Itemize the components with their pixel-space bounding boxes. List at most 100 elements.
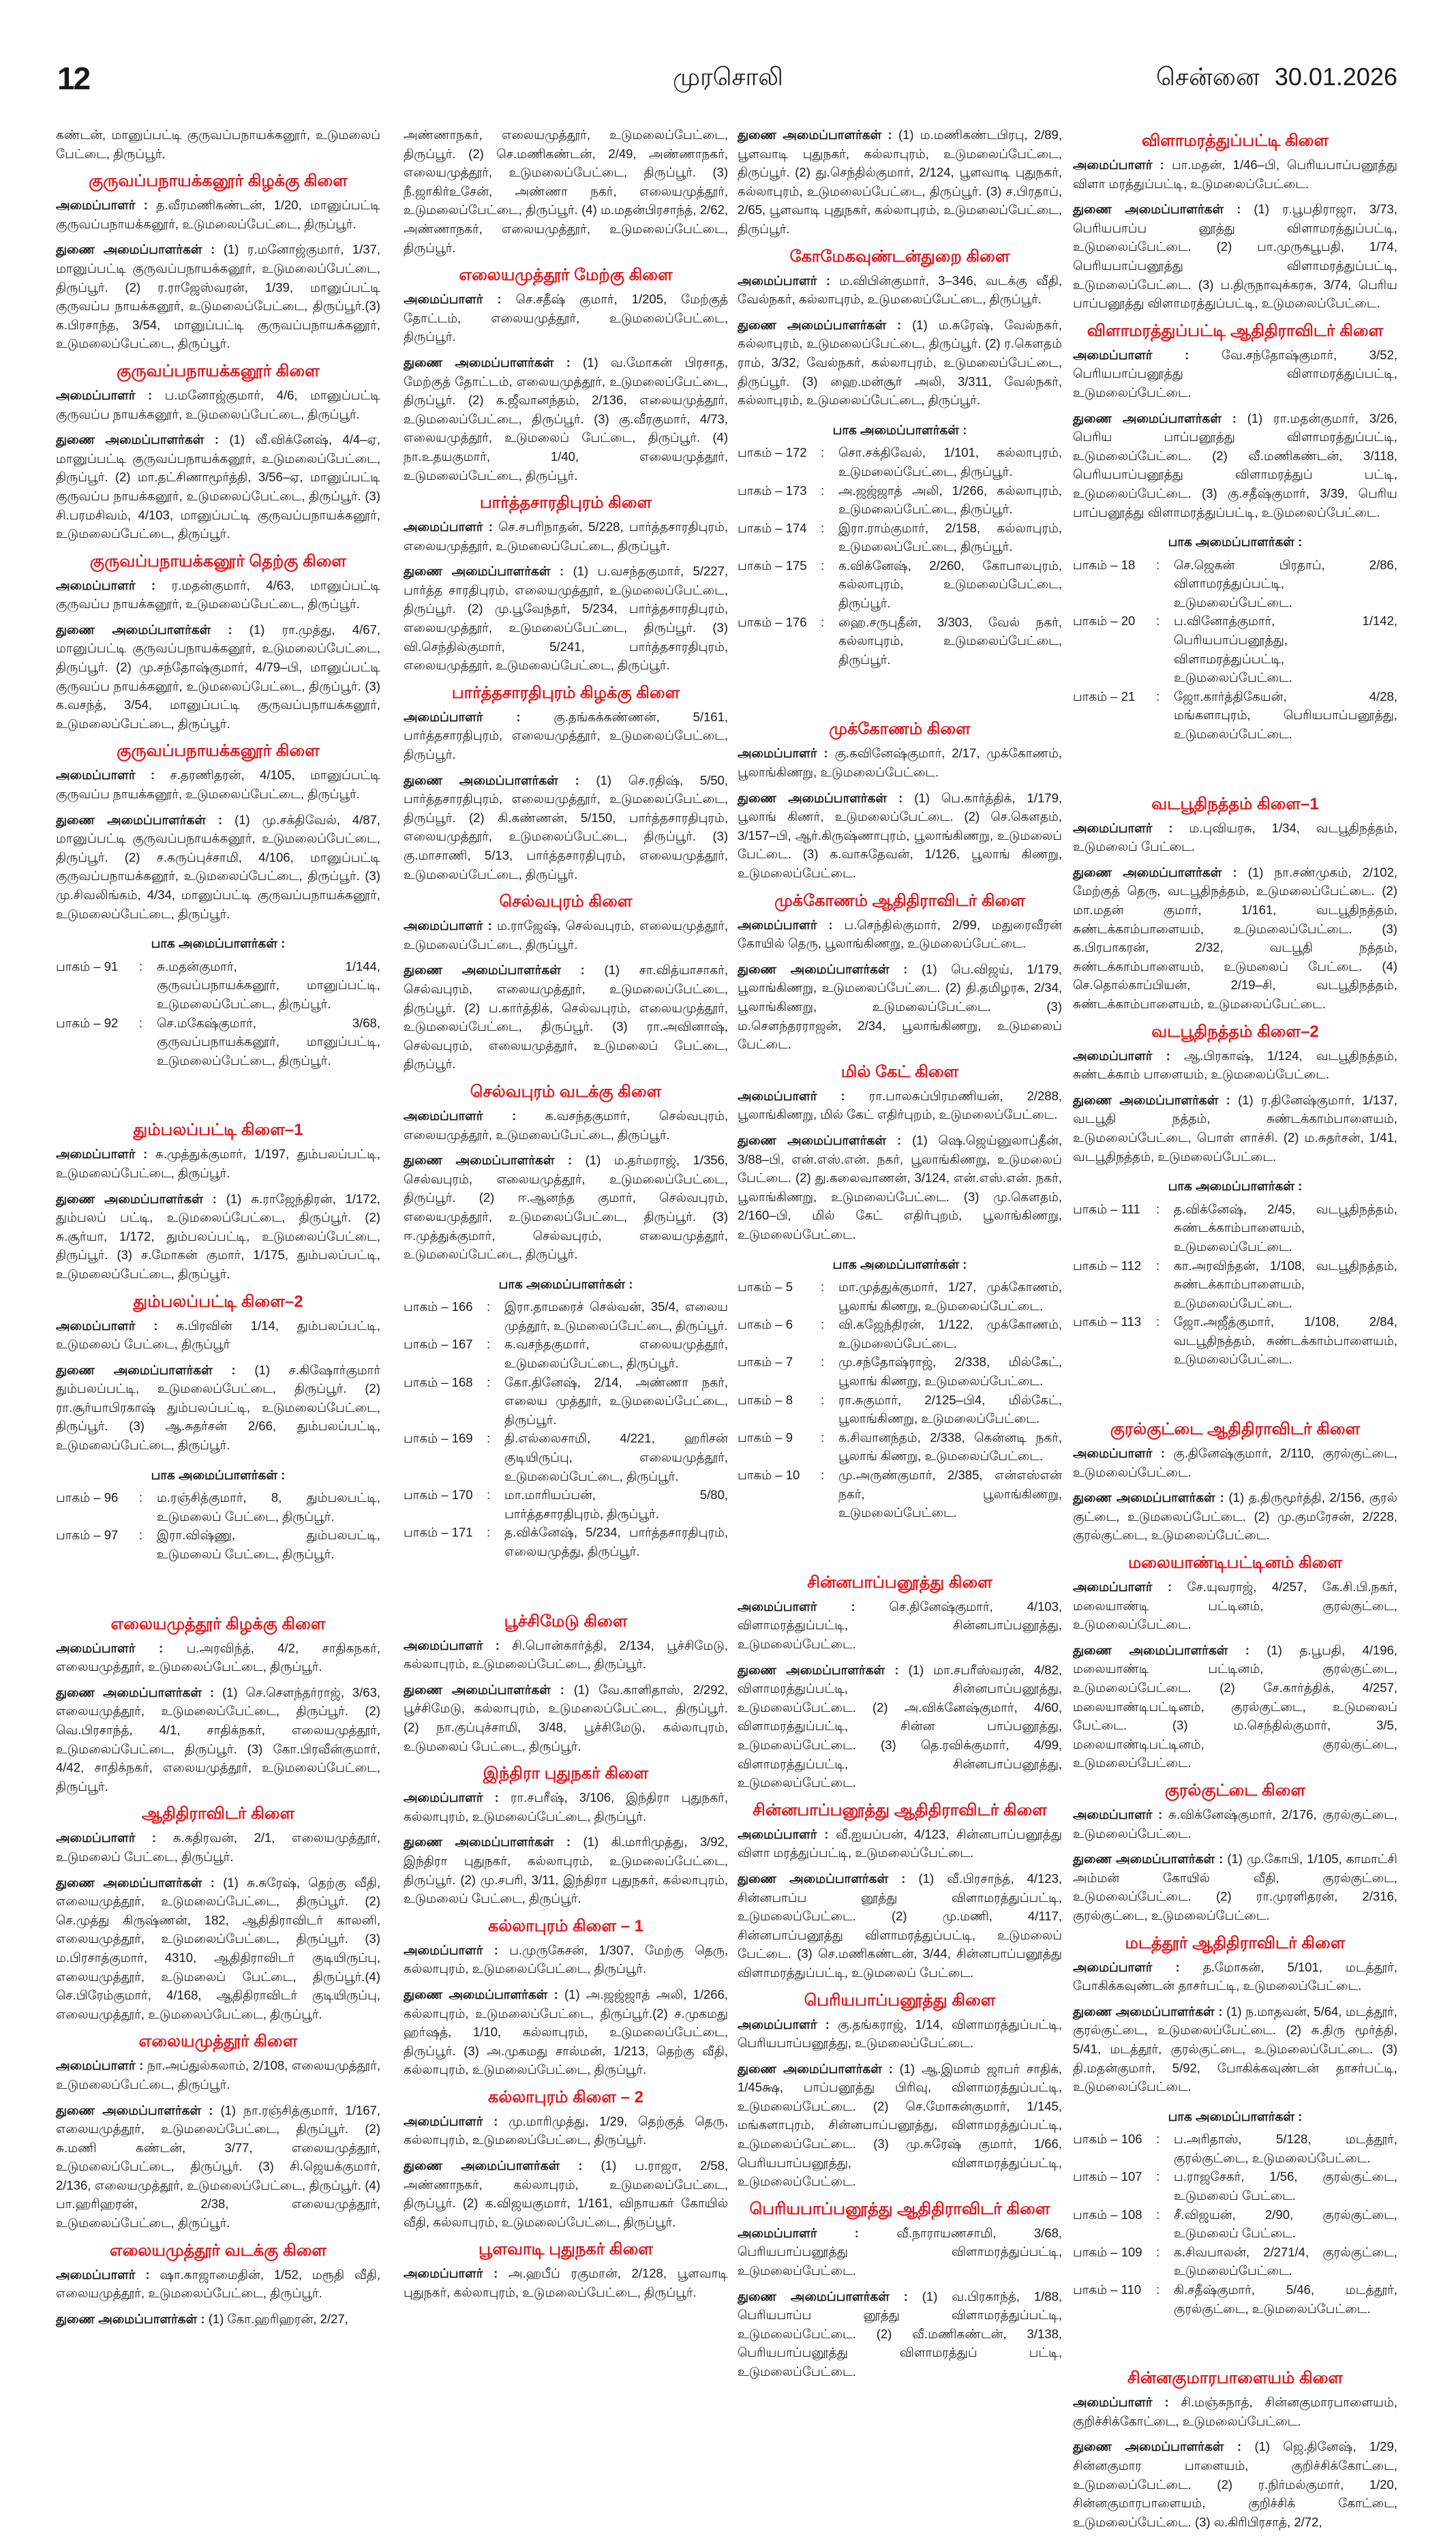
organizer-entry: அமைப்பாளர் : கு.தங்கக்கண்ணன், 5/161, பார… — [404, 708, 728, 764]
booth-number: பாகம் – 21 — [1073, 689, 1136, 704]
organizer-entry: அமைப்பாளர் : கு.தங்கராஜ், 1/14, விளாமரத்… — [738, 2015, 1062, 2053]
separator: : — [139, 1490, 143, 1505]
organizer-label: அமைப்பாளர் : — [1073, 347, 1189, 362]
deputies-label: துணை அமைப்பாளர்கள் : — [738, 790, 903, 805]
branch-heading: சின்னகுமாரபாளையம் கிளை — [1127, 2369, 1344, 2388]
branch-section: வடபூதிநத்தம் கிளை–2 அமைப்பாளர் : ஆ.பிரகாஷ… — [1073, 1021, 1397, 1166]
deputies-label: துணை அமைப்பாளர்கள் : — [56, 622, 232, 637]
organizer-label: அமைப்பாளர் : — [1073, 1807, 1163, 1822]
deputies-entry: துணை அமைப்பாளர்கள் : (1) மு.கோபி, 1/105,… — [1073, 1849, 1397, 1924]
organizer-label: அமைப்பாளர் : — [404, 1942, 498, 1957]
organizer-entry: அமைப்பாளர் : ரா.பாலசுப்பிரமணியன், 2/288,… — [738, 1087, 1062, 1124]
organizer-details: ச.தரணிதரன், 4/105, மானுப்பட்டி குருவப்ப … — [56, 768, 381, 802]
deputies-details: (1) ர.பூபதிராஜா, 3/73, பெரியபாப்ப னூத்து… — [1073, 202, 1397, 311]
booth-row: பாகம் – 106: ப.அரிதாஸ், 5/128, மடத்தூர், … — [1073, 2130, 1397, 2167]
branch-section: எலையமுத்தூர் வடக்கு கிளை அமைப்பாளர் : ஷா.… — [56, 2239, 380, 2329]
booth-organizer: இரா.ராம்குமார், 2/158, கல்லாபுரம், உடுமல… — [838, 520, 1062, 554]
branch-heading: கோமேகவுண்டன்துறை கிளை — [789, 247, 1010, 266]
booth-number: பாகம் – 97 — [56, 1528, 119, 1543]
branch-heading: கல்லாபுரம் கிளை – 1 — [487, 1916, 644, 1935]
organizer-label: அமைப்பாளர் : — [56, 1318, 158, 1333]
organizer-details: ப.மனோஜ்குமார், 4/6, மானுப்பட்டி குருவப்ப… — [56, 387, 380, 421]
branch-section: கோமேகவுண்டன்துறை கிளை அமைப்பாளர் : ம.விபி… — [738, 245, 1062, 410]
organizer-entry: அமைப்பாளர் : ஆ.பிரகாஷ், 1/124, வடபூதிநத்… — [1073, 1046, 1397, 1084]
branch-heading: தும்பலப்பட்டி கிளை–1 — [133, 1121, 303, 1140]
deputies-details: (1) ர.மனோஜ்குமார், 1/37, மானுப்பட்டி குர… — [56, 242, 380, 351]
deputies-details: (1) கி.மாரிமுத்து, 3/92, இந்திரா புதுநகர… — [404, 1834, 728, 1906]
organizer-entry: அமைப்பாளர் : ப.செந்தில்குமார், 2/99, மது… — [738, 916, 1062, 953]
organizer-entry: அமைப்பாளர் : வே.சந்தோஷ்குமார், 3/52, பெர… — [1073, 346, 1397, 402]
booth-row: பாகம் – 112: கா.அரவிந்தன், 1/108, வடபூதிந… — [1073, 1256, 1397, 1313]
booth-number: பாகம் – 169 — [404, 1431, 473, 1446]
booth-organizer: செ.ஜெகன் பிரதாப், 2/86, விளாமரத்துப்பட்ட… — [1174, 557, 1397, 609]
branch-heading: பூளவாடி புதுநகர் கிளை — [479, 2240, 653, 2259]
deputies-label: துணை அமைப்பாளர்கள் : — [56, 1875, 215, 1890]
branch-heading: எலையமுத்தூர் மேற்கு கிளை — [459, 266, 673, 285]
deputies-entry: துணை அமைப்பாளர்கள் : (1) வ.மோகன் பிரசாத,… — [404, 353, 728, 485]
deputies-entry: துணை அமைப்பாளர்கள் : (1) ஜெ.தினேஷ், 1/29… — [1073, 2437, 1397, 2531]
deputies-entry: துணை அமைப்பாளர்கள் : (1) ரா.முத்து, 4/67… — [56, 620, 380, 734]
deputies-entry: துணை அமைப்பாளர்கள் : (1) ப.ராஜா, 2/58, அ… — [404, 2156, 728, 2231]
branch-section: ஆதிதிராவிடர் கிளை அமைப்பாளர் : க.கதிரவன்,… — [56, 1802, 380, 2023]
deputies-label: துணை அமைப்பாளர்கள் : — [404, 354, 571, 369]
branch-section: முக்கோணம் ஆதிதிராவிடர் கிளை அமைப்பாளர் : … — [738, 890, 1062, 1054]
branch-heading: கல்லாபுரம் கிளை – 2 — [487, 2087, 644, 2106]
deputies-label: துணை அமைப்பாளர்கள் : — [404, 564, 564, 579]
organizer-entry: அமைப்பாளர் : செ.சபரிநாதன், 5/228, பார்த்… — [404, 517, 728, 555]
organizer-details: கு.தங்கராஜ், 1/14, விளாமரத்துப்பட்டி, பெ… — [738, 2016, 1063, 2051]
booth-number: பாகம் – 109 — [1073, 2244, 1142, 2259]
organizer-label: அமைப்பாளர் : — [1073, 2395, 1169, 2410]
deputies-details: (1) ம.தர்மராஜ், 1/356, செல்வபுரம், எலையம… — [404, 1153, 728, 1262]
organizer-label: அமைப்பாளர் : — [56, 768, 155, 783]
booth-number: பாகம் – 108 — [1073, 2207, 1142, 2222]
deputies-entry: துணை அமைப்பாளர்கள் : (1) சு.ராஜேந்திரன்,… — [56, 1190, 380, 1284]
booth-row: பாகம் – 170: மா.மாரியப்பன், 5/80, பார்த்த… — [404, 1485, 728, 1523]
separator: : — [821, 520, 825, 535]
branch-section: செல்வபுரம் வடக்கு கிளை அமைப்பாளர் : க.வசந… — [404, 1081, 728, 1264]
separator: : — [1156, 2244, 1160, 2259]
branch-section: கல்லாபுரம் கிளை – 2 அமைப்பாளர் : மு.மாரிம… — [404, 2086, 728, 2232]
booth-number: பாகம் – 10 — [738, 1468, 800, 1483]
organizer-details: பா.மதன், 1/46–பி, பெரியபாப்பனூத்து விளா … — [1073, 157, 1398, 191]
booth-organizers-title: பாக அமைப்பாளர்கள் : — [151, 936, 286, 951]
booth-number: பாகம் – 91 — [56, 958, 119, 973]
booth-row: பாகம் – 96: ம.ரஞ்சித்குமார், 8, தும்பலபட்… — [56, 1488, 380, 1526]
booth-number: பாகம் – 111 — [1073, 1201, 1140, 1216]
branch-heading: பெரியபாப்பனூத்து ஆதிதிராவிடர் கிளை — [749, 2199, 1050, 2218]
deputies-entry: துணை அமைப்பாளர்கள் : (1) பெ.விஜய், 1/179… — [738, 960, 1062, 1054]
deputies-details: (1) நா.சண்முகம், 2/102, மேற்குத் தெரு, வ… — [1073, 864, 1398, 1011]
deputies-label: துணை அமைப்பாளர்கள் : — [56, 1191, 217, 1206]
branch-section: மில் கேட் கிளை அமைப்பாளர் : ரா.பாலசுப்பிர… — [738, 1061, 1062, 1244]
booth-row: பாகம் – 109: க.சிவபாலன், 2/271/4, குரல்கு… — [1073, 2243, 1397, 2280]
deputies-details: (1) சா.வித்யாசாகர், செல்வபுரம், எலையமுத்… — [404, 963, 728, 1072]
deputies-entry: துணை அமைப்பாளர்கள் : (1) நா.ரஞ்சித்குமார… — [56, 2101, 380, 2233]
booth-organizers: பாக அமைப்பாளர்கள் : பாகம் – 111: த.விக்னேஷ… — [1073, 1177, 1397, 1369]
organizer-details: சி.பொன்கார்த்தி, 2/134, பூச்சிமேடு, கல்ல… — [404, 1637, 728, 1672]
booth-organizer: க.சிவபாலன், 2/271/4, குரல்குட்டை, உடுமலை… — [1174, 2244, 1397, 2278]
deputies-entry: துணை அமைப்பாளர்கள் : (1) பெ.கார்த்திக், … — [738, 789, 1062, 883]
branch-heading: செல்வபுரம் வடக்கு கிளை — [470, 1082, 662, 1101]
organizer-entry: அமைப்பாளர் : செ.தினேஷ்குமார், 4/103, விள… — [738, 1597, 1062, 1654]
deputies-label: துணை அமைப்பாளர்கள் : — [1073, 1852, 1224, 1867]
booth-organizer: இரா.தாமரைச் செல்வன், 35/4, எலைய முத்தூர்… — [504, 1299, 728, 1333]
organizer-entry: அமைப்பாளர் : ப.முருகேசன், 1/307, மேற்கு … — [404, 1941, 728, 1978]
separator: : — [487, 1431, 491, 1446]
deputies-label: துணை அமைப்பாளர்கள் : — [1073, 202, 1241, 217]
separator: : — [1156, 1258, 1160, 1273]
organizer-details: ப.செந்தில்குமார், 2/99, மதுரைவீரன் கோயில… — [738, 917, 1063, 951]
booth-number: பாகம் – 110 — [1073, 2282, 1142, 2297]
organizer-details: ப.அரவிந்த், 4/2, சாதிகநகர், எலையமுத்தூர்… — [56, 1640, 380, 1674]
organizer-label: அமைப்பாளர் : — [404, 2266, 498, 2281]
booth-number: பாகம் – 92 — [56, 1015, 119, 1030]
deputies-label: துணை அமைப்பாளர்கள் : — [404, 963, 585, 978]
organizer-details: ஆ.பிரகாஷ், 1/124, வடபூதிநத்தம், சுண்டக்க… — [1073, 1048, 1398, 1082]
branch-section: செல்வபுரம் கிளை அமைப்பாளர் : ம.ராஜேஷ், செ… — [404, 890, 728, 1074]
deputies-entry: துணை அமைப்பாளர்கள் : (1) ர.பூபதிராஜா, 3/… — [1073, 200, 1397, 313]
booth-organizer: சீ.விஜயன், 2/90, குரல்குட்டை, உடுமலைப் ப… — [1174, 2207, 1397, 2241]
separator: : — [821, 1468, 825, 1483]
branch-section: பார்த்தசாரதிபுரம் கிழக்கு கிளை அமைப்பாளர்… — [404, 682, 728, 883]
branch-section: பெரியபாப்பனூத்து கிளை அமைப்பாளர் : கு.தங்… — [738, 1989, 1062, 2191]
separator: : — [487, 1374, 491, 1389]
deputies-details: (1) ம.மணிகண்டபிரபு, 2/89, பூளவாடி புதுநக… — [738, 127, 1062, 236]
deputies-entry: துணை அமைப்பாளர்கள் : (1) ர.மனோஜ்குமார், … — [56, 240, 380, 353]
